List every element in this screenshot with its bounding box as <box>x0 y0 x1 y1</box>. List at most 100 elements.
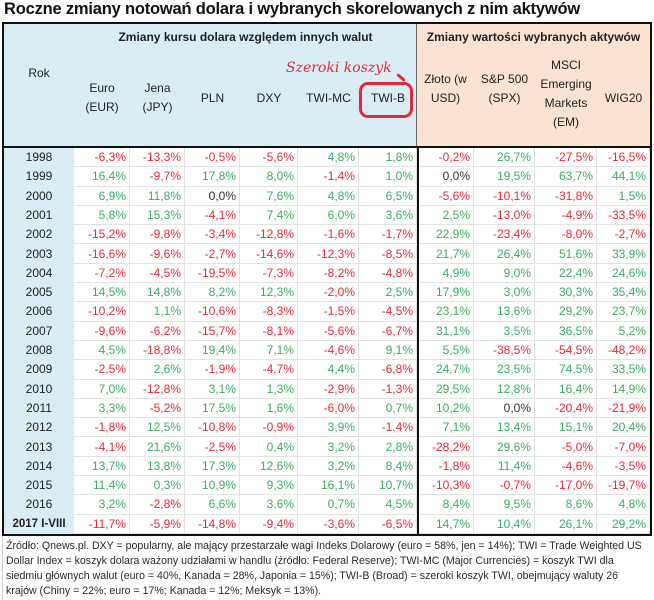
value-cell-twimc: 3,9% <box>298 418 359 438</box>
value-cell-msci: -27,5% <box>535 148 597 168</box>
value-cell-msci: 51,6% <box>535 244 597 264</box>
value-cell-zloto: -0,2% <box>417 148 474 168</box>
year-cell: 2006 <box>25 304 53 319</box>
value-cell-twimc: 4,8% <box>298 148 359 168</box>
table-row: 2009 -2,5% 2,6% -1,9% -4,7% 4,4% -6,8% 24,7% 23,… <box>4 360 650 380</box>
value-cell-jpy: -6,2% <box>130 321 185 341</box>
value-cell-twib: -1,3% <box>359 379 417 399</box>
value-cell-pln: 19,4% <box>185 341 240 361</box>
value-cell-jpy: -2,8% <box>130 495 185 515</box>
value-cell-eur: -6,3% <box>74 148 130 168</box>
table-row: 1999 16,4% -9,7% 17,8% 8,0% -1,4% 1,0% 0,0% 19,5… <box>4 167 650 187</box>
value-cell-msci: -4,9% <box>535 205 597 226</box>
value-cell-wig20: 33,5% <box>597 360 650 380</box>
value-cell-zloto: 21,7% <box>417 244 474 264</box>
value-cell-twimc: -3,6% <box>298 514 359 534</box>
value-cell-dxy: 7,1% <box>240 341 298 361</box>
value-cell-wig20: 44,1% <box>597 167 650 187</box>
value-cell-pln: -2,7% <box>185 244 240 264</box>
value-cell-zloto: 0,0% <box>417 167 474 187</box>
value-cell-dxy: -5,6% <box>240 148 298 168</box>
value-cell-twimc: -1,6% <box>298 225 359 245</box>
column-header-rok: Rok <box>28 66 50 80</box>
value-cell-msci: -5,0% <box>535 437 597 457</box>
header-assets: Zmiany wartości wybranych aktywów <box>417 24 650 146</box>
year-cell: 2004 <box>25 265 53 280</box>
value-cell-msci: 63,7% <box>535 167 597 187</box>
value-cell-jpy: -9,8% <box>130 225 185 245</box>
value-cell-jpy: -4,5% <box>130 263 185 284</box>
value-cell-spx: 13,4% <box>474 418 535 438</box>
value-cell-twib: 1,8% <box>359 148 417 168</box>
value-cell-dxy: -0,9% <box>240 418 298 438</box>
value-cell-eur: -9,6% <box>74 321 130 341</box>
value-cell-twimc: 6,0% <box>298 205 359 226</box>
value-cell-pln: 8,2% <box>185 283 240 303</box>
value-cell-spx: 19,5% <box>474 167 535 187</box>
value-cell-twimc: -8,2% <box>298 263 359 284</box>
value-cell-twib: 8,4% <box>359 456 417 477</box>
value-cell-wig20: -7,0% <box>597 437 650 457</box>
value-cell-jpy: 12,5% <box>130 418 185 438</box>
year-cell: 1998 <box>25 150 53 164</box>
value-cell-dxy: 8,0% <box>240 167 298 187</box>
year-cell: 2012 <box>25 420 53 435</box>
group-title-currencies: Zmiany kursu dolara względem innych walu… <box>118 30 373 44</box>
value-cell-wig20: 20,4% <box>597 418 650 438</box>
column-header-jpy: Jena (JPY) <box>142 81 173 114</box>
value-cell-twib: 10,7% <box>359 476 417 496</box>
value-cell-spx: -13,0% <box>474 205 535 226</box>
table-row: 2013 -4,1% 21,6% -2,5% 0,4% 3,2% 2,8% -28,2% 29,… <box>4 437 650 457</box>
value-cell-jpy: 13,8% <box>130 456 185 477</box>
year-cell: 2000 <box>25 188 53 203</box>
year-cell: 2011 <box>26 400 52 415</box>
value-cell-jpy: 1,1% <box>130 302 185 322</box>
value-cell-wig20: -33,5% <box>597 205 650 226</box>
value-cell-wig20: -16,5% <box>597 148 650 168</box>
value-cell-jpy: -18,8% <box>130 341 185 361</box>
value-cell-wig20: 24,6% <box>597 263 650 284</box>
value-cell-twib: -8,5% <box>359 244 417 264</box>
table-row: 2012 -1,8% 12,5% -10,8% -0,9% 3,9% -1,4% 7,1% 13… <box>4 418 650 438</box>
value-cell-jpy: -5,9% <box>130 514 185 534</box>
value-cell-twimc: 4,8% <box>298 186 359 206</box>
value-cell-pln: -10,8% <box>185 418 240 438</box>
annotation-label: Szeroki koszyk <box>286 60 392 76</box>
value-cell-twib: -4,8% <box>359 263 417 284</box>
value-cell-pln: -0,5% <box>185 148 240 168</box>
value-cell-pln: -4,1% <box>185 205 240 226</box>
value-cell-msci: -4,6% <box>535 456 597 477</box>
value-cell-wig20: -2,7% <box>597 225 650 245</box>
value-cell-zloto: 17,9% <box>417 283 474 303</box>
year-cell: 2007 <box>25 323 53 338</box>
value-cell-spx: 3,0% <box>474 283 535 303</box>
value-cell-pln: -1,9% <box>185 360 240 380</box>
value-cell-pln: 17,8% <box>185 167 240 187</box>
value-cell-spx: 10,4% <box>474 514 535 534</box>
value-cell-eur: 16,4% <box>74 167 130 187</box>
value-cell-twimc: 0,7% <box>298 495 359 515</box>
value-cell-zloto: 23,1% <box>417 302 474 322</box>
value-cell-zloto: 4,9% <box>417 263 474 284</box>
value-cell-msci: 22,4% <box>535 263 597 284</box>
value-cell-zloto: 29,5% <box>417 379 474 399</box>
table-row: 2015 11,4% 0,3% 10,9% 9,3% 16,1% 10,7% -10,3% -0… <box>4 476 650 496</box>
value-cell-msci: 8,6% <box>535 495 597 515</box>
value-cell-zloto: -10,3% <box>417 476 474 496</box>
year-cell: 1999 <box>25 169 53 184</box>
footnote: Źródło: Qnews.pl. DXY = popularny, ale m… <box>6 540 642 597</box>
year-cell: 2015 <box>25 478 53 493</box>
value-cell-spx: 9,5% <box>474 495 535 515</box>
value-cell-pln: -10,6% <box>185 302 240 322</box>
value-cell-dxy: -14,6% <box>240 244 298 264</box>
value-cell-jpy: 11,8% <box>130 186 185 206</box>
value-cell-jpy: 14,8% <box>130 283 185 303</box>
value-cell-pln: 6,6% <box>185 495 240 515</box>
value-cell-twib: 1,0% <box>359 167 417 187</box>
annotation-circle <box>359 82 413 118</box>
value-cell-spx: -0,7% <box>474 476 535 496</box>
value-cell-pln: -14,8% <box>185 514 240 534</box>
value-cell-jpy: 15,3% <box>130 205 185 226</box>
value-cell-zloto: 5,5% <box>417 341 474 361</box>
year-cell: 2016 <box>25 497 53 512</box>
